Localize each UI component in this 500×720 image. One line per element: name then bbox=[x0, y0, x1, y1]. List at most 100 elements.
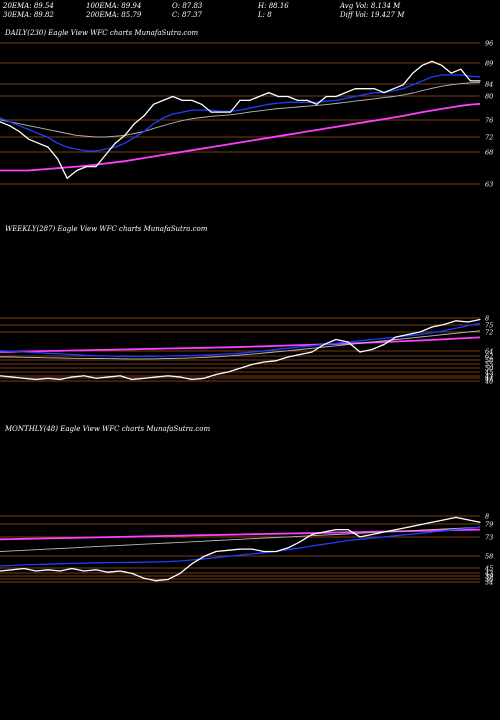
daily-price-point bbox=[172, 95, 174, 98]
monthly-price-point bbox=[323, 531, 325, 533]
ema100-readout: 100EMA: 89.94 bbox=[86, 2, 142, 10]
daily-price-point bbox=[191, 99, 193, 101]
close-readout: C: 87.37 bbox=[172, 11, 202, 19]
monthly-price-point bbox=[479, 521, 481, 523]
daily-price-point bbox=[306, 99, 308, 101]
monthly-y-tick-label: 8 bbox=[485, 513, 489, 521]
monthly-price-point bbox=[155, 580, 157, 582]
daily-price-point bbox=[229, 111, 231, 113]
daily-price-point bbox=[373, 88, 375, 90]
weekly-price-point bbox=[431, 326, 433, 328]
monthly-price-point bbox=[83, 570, 85, 572]
daily-price-point bbox=[37, 142, 40, 144]
weekly-price-point bbox=[251, 363, 253, 366]
daily-price-point bbox=[162, 99, 164, 101]
weekly-price-point bbox=[419, 331, 421, 333]
monthly-price-point bbox=[251, 548, 253, 550]
daily-price-point bbox=[153, 103, 155, 105]
daily-y-tick-label: 72 bbox=[485, 134, 493, 142]
weekly-price-point bbox=[23, 377, 25, 379]
weekly-price-point bbox=[407, 333, 409, 336]
weekly-price-point bbox=[179, 376, 181, 378]
weekly-price-point bbox=[479, 318, 481, 321]
weekly-price-point bbox=[383, 343, 385, 346]
daily-price-point bbox=[18, 130, 20, 133]
monthly-price-point bbox=[455, 516, 457, 519]
monthly-price-point bbox=[335, 529, 337, 531]
daily-price-point bbox=[277, 95, 279, 98]
monthly-y-tick-label: 34 bbox=[485, 579, 493, 587]
monthly-price-point bbox=[59, 570, 61, 572]
daily-ema-fast-line bbox=[0, 74, 481, 152]
weekly-price-point bbox=[95, 377, 97, 379]
daily-price-point bbox=[393, 88, 395, 90]
monthly-price-point bbox=[419, 524, 421, 526]
daily-price-point bbox=[143, 115, 145, 117]
weekly-ema-slow-line bbox=[0, 336, 481, 353]
weekly-price-point bbox=[311, 351, 313, 353]
daily-price-point bbox=[133, 123, 135, 125]
open-readout: O: 87.83 bbox=[172, 2, 203, 10]
weekly-price-point bbox=[443, 323, 445, 326]
monthly-ema-fast-line bbox=[0, 526, 481, 567]
daily-price-point bbox=[9, 125, 11, 127]
monthly-y-tick-label: 58 bbox=[485, 553, 493, 561]
weekly-price-point bbox=[263, 361, 265, 363]
weekly-price-point bbox=[347, 341, 349, 343]
weekly-y-tick-label: 43 bbox=[484, 373, 493, 381]
weekly-y-tick-label: 64 bbox=[485, 348, 493, 356]
daily-price-point bbox=[201, 103, 203, 105]
monthly-y-tick-label: 79 bbox=[485, 521, 493, 529]
weekly-price-point bbox=[131, 378, 133, 381]
monthly-price-point bbox=[275, 550, 277, 553]
monthly-price-point bbox=[239, 548, 241, 550]
weekly-y-tick-label: 58 bbox=[485, 357, 493, 365]
daily-price-point bbox=[421, 64, 423, 66]
daily-price-point bbox=[469, 80, 471, 82]
avg-vol-readout: Avg Vol: 8.134 M bbox=[340, 2, 401, 10]
weekly-price-point bbox=[59, 378, 61, 381]
daily-price-point bbox=[210, 111, 212, 113]
weekly-price-point bbox=[47, 377, 49, 379]
daily-price-point bbox=[268, 92, 270, 94]
weekly-price-point bbox=[467, 321, 469, 323]
monthly-y-tick-label: 73 bbox=[485, 534, 493, 542]
ema30-readout: 30EMA: 89.82 bbox=[3, 11, 54, 19]
monthly-price-point bbox=[347, 529, 349, 531]
daily-y-tick-label: 84 bbox=[485, 81, 493, 89]
weekly-price-point bbox=[71, 376, 73, 378]
daily-price-point bbox=[105, 154, 107, 156]
monthly-price-point bbox=[299, 541, 301, 543]
daily-y-tick-label: 89 bbox=[485, 60, 493, 68]
daily-price-point bbox=[47, 146, 49, 148]
daily-ema-slow-line bbox=[0, 103, 481, 172]
weekly-price-point bbox=[287, 356, 289, 358]
monthly-price-point bbox=[191, 563, 193, 565]
monthly-price-point bbox=[227, 549, 229, 551]
weekly-price-point bbox=[35, 378, 37, 381]
weekly-y-tick-label: 45 bbox=[484, 369, 493, 377]
daily-price-point bbox=[335, 95, 337, 98]
weekly-panel-title: WEEKLY(287) Eagle View WFC charts Munafa… bbox=[5, 225, 208, 233]
monthly-y-tick-label: 45 bbox=[484, 565, 493, 573]
monthly-price-point bbox=[71, 567, 73, 570]
weekly-price-point bbox=[167, 375, 169, 377]
monthly-price-point bbox=[371, 533, 373, 536]
monthly-price-point bbox=[395, 529, 397, 531]
daily-price-point bbox=[57, 158, 59, 160]
weekly-price-point bbox=[107, 376, 109, 378]
daily-price-point bbox=[325, 95, 327, 98]
daily-price-point bbox=[258, 95, 260, 98]
daily-price-point bbox=[0, 121, 1, 123]
daily-price-point bbox=[66, 177, 68, 179]
daily-price-point bbox=[220, 111, 222, 113]
weekly-price-point bbox=[191, 378, 193, 381]
daily-price-point bbox=[460, 68, 462, 70]
monthly-price-point bbox=[167, 578, 169, 581]
weekly-price-point bbox=[395, 336, 397, 338]
daily-panel-title: DAILY(230) Eagle View WFC charts MunafaS… bbox=[5, 29, 199, 37]
weekly-price-point bbox=[359, 351, 361, 353]
monthly-price-point bbox=[35, 570, 37, 572]
daily-price-point bbox=[383, 92, 385, 94]
weekly-y-tick-label: 40 bbox=[484, 378, 493, 386]
